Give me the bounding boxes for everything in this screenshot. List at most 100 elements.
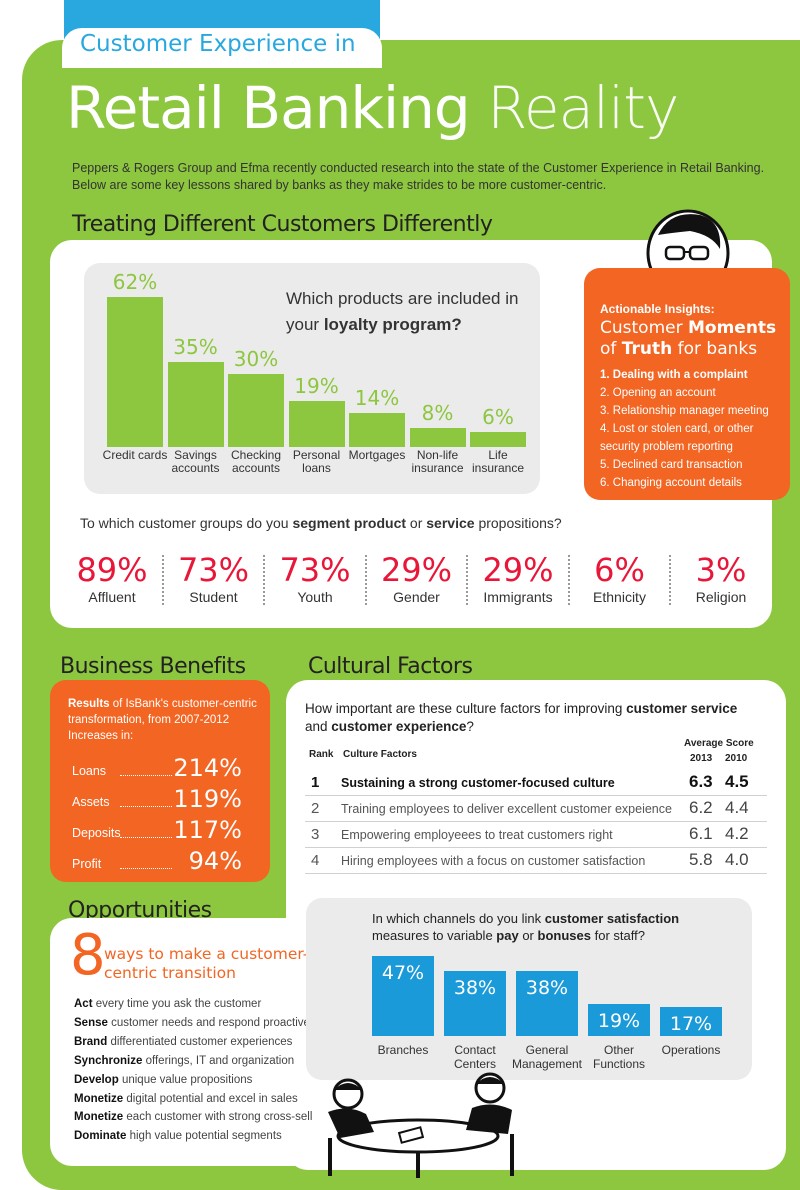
culture-score-2010: 4.0 — [725, 850, 749, 869]
segment-divider — [669, 555, 671, 605]
opportunities-title: ways to make a customer-centric transiti… — [104, 945, 309, 982]
opportunity-item: Develop unique value propositions — [74, 1071, 318, 1090]
loyalty-category-label: Credit cards — [102, 448, 168, 462]
opportunity-item: Dominate high value potential segments — [74, 1127, 318, 1146]
loyalty-category-label: Checking accounts — [230, 448, 282, 475]
insight-item: 4. Lost or stolen card, or other securit… — [600, 423, 754, 453]
culture-row: 3 Empowering employeees to treat customer… — [305, 822, 767, 848]
culture-question: How important are these culture factors … — [305, 701, 738, 734]
loyalty-category-label: Mortgages — [348, 448, 406, 462]
opportunity-item: Sense customer needs and respond proacti… — [74, 1014, 318, 1033]
channel-value-label: 47% — [381, 962, 425, 984]
results-label: Profit — [72, 857, 102, 871]
culture-score-2013: 5.8 — [689, 850, 713, 869]
loyalty-value-label: 30% — [233, 347, 279, 372]
segment-divider — [364, 555, 367, 605]
channel-bar — [372, 956, 434, 1036]
loyalty-bar — [107, 297, 163, 447]
main-title: Retail Banking Reality — [66, 74, 679, 142]
col-2010: 2010 — [725, 753, 748, 764]
channel-category-label: Other Functions — [592, 1043, 646, 1071]
opportunity-item: Act every time you ask the customer — [74, 995, 318, 1014]
results-dots — [120, 837, 172, 838]
segment-divider — [466, 555, 468, 605]
loyalty-value-label: 19% — [294, 374, 339, 399]
opportunity-verb: Brand — [74, 1035, 108, 1048]
loyalty-value-label: 35% — [173, 335, 218, 360]
loyalty-bar — [409, 427, 466, 447]
opportunity-verb: Sense — [74, 1016, 108, 1029]
loyalty-bar — [470, 432, 526, 447]
segment-label: Religion — [695, 589, 747, 605]
insight-item: 3. Relationship manager meeting — [600, 405, 769, 417]
segment-question: To which customer groups do you segment … — [80, 515, 562, 531]
loyalty-value-label: 6% — [482, 405, 514, 430]
segment-value: 29% — [482, 551, 554, 589]
opportunity-item: Synchronize offerings, IT and organizati… — [74, 1052, 318, 1071]
meeting-illustration-icon — [328, 1072, 514, 1178]
opportunity-verb: Synchronize — [74, 1054, 143, 1067]
results-row: Deposits 117% — [72, 814, 242, 844]
segment-stat: 73% Youth — [265, 552, 365, 606]
segment-label: Affluent — [88, 589, 136, 605]
insight-item: 6. Changing account details — [600, 477, 742, 489]
insights-title: Customer Moments of Truth for banks — [600, 318, 777, 359]
results-label: Loans — [72, 764, 107, 778]
culture-row: 4 Hiring employees with a focus on custom… — [305, 848, 767, 874]
loyalty-value-label: 8% — [421, 400, 454, 425]
culture-rank: 4 — [311, 852, 320, 869]
segment-label: Student — [189, 589, 238, 605]
opportunity-text: each customer with strong cross-sell — [126, 1111, 313, 1124]
segment-stat: 6% Ethnicity — [570, 552, 670, 606]
results-row: Assets 119% — [72, 783, 242, 813]
opportunity-text: offerings, IT and organization — [145, 1054, 295, 1067]
results-label: Assets — [72, 795, 110, 809]
segment-stat: 29% Gender — [367, 552, 467, 606]
results-value: 119% — [173, 785, 242, 813]
culture-row: 2 Training employees to deliver excellent… — [305, 796, 767, 822]
insights-list: 1. Dealing with a complaint 2. Opening a… — [600, 366, 786, 492]
loyalty-bar — [288, 401, 345, 447]
opportunity-text: every time you ask the customer — [95, 998, 262, 1010]
opportunity-item: Monetize digital potential and excel in … — [74, 1090, 318, 1109]
culture-rank: 1 — [311, 774, 320, 791]
opportunities-number: 8 — [70, 923, 106, 988]
culture-score-2013: 6.1 — [689, 824, 713, 843]
opportunity-verb: Monetize — [74, 1111, 124, 1124]
opportunity-item: Brand differentiated customer experience… — [74, 1033, 318, 1052]
section-heading-treating: Treating Different Customers Differently — [72, 212, 493, 237]
channel-bar — [516, 971, 578, 1036]
culture-row: 1 Sustaining a strong customer-focused cu… — [305, 770, 767, 796]
section-heading-cultural: Cultural Factors — [308, 654, 473, 679]
opportunity-verb: Dominate — [74, 1130, 127, 1143]
loyalty-category-label: Savings accounts — [171, 448, 220, 475]
segment-value: 3% — [695, 551, 747, 589]
channel-category-label: Operations — [661, 1043, 721, 1057]
loyalty-category-label: Non-life insurance — [411, 448, 464, 475]
results-value: 214% — [173, 754, 242, 782]
channel-category-label: Branches — [377, 1043, 429, 1057]
insight-item: 2. Opening an account — [600, 387, 716, 399]
segment-value: 6% — [594, 551, 645, 589]
channel-value-label: 38% — [453, 977, 497, 1000]
loyalty-bar — [349, 413, 405, 447]
channel-value-label: 19% — [597, 1009, 641, 1032]
opportunity-verb: Monetize — [74, 1092, 124, 1105]
segment-label: Ethnicity — [593, 589, 646, 605]
culture-score-2013: 6.2 — [689, 798, 713, 817]
channel-value-label: 38% — [525, 977, 569, 1000]
results-dots — [120, 868, 172, 869]
segment-stat: 29% Immigrants — [468, 552, 568, 606]
opportunities-list: Act every time you ask the customer Sense… — [74, 995, 318, 1146]
culture-score-2010: 4.5 — [725, 772, 749, 791]
results-box: Results of IsBank's customer-centric tra… — [50, 680, 270, 882]
col-avg: Average Score — [684, 738, 754, 749]
col-2013: 2013 — [690, 753, 713, 764]
subtitle: Customer Experience in — [80, 31, 356, 57]
culture-factor: Sustaining a strong customer-focused cul… — [341, 776, 615, 790]
loyalty-value-label: 14% — [354, 386, 400, 411]
opportunity-text: customer needs and respond proactively — [111, 1016, 319, 1029]
insights-box: Actionable Insights: Customer Moments of… — [584, 268, 790, 500]
channel-category-label: General Management — [511, 1043, 583, 1071]
results-row: Profit 94% — [72, 845, 242, 875]
